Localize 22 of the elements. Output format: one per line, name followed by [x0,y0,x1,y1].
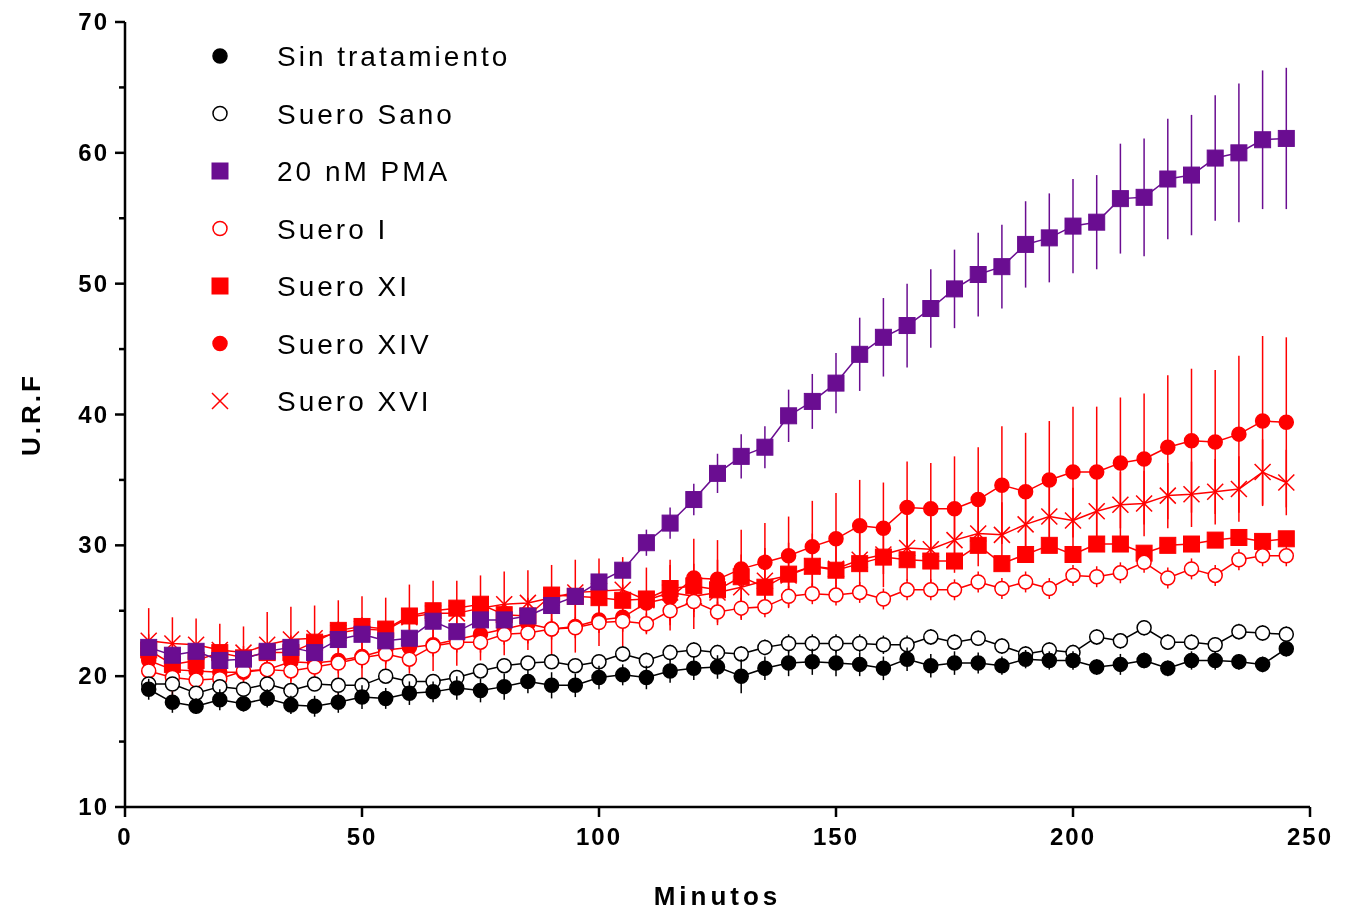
y-tick-label: 20 [78,662,109,690]
y-tick-label: 10 [78,793,109,820]
legend-label: Suero I [277,213,389,245]
legend-label: 20 nM PMA [277,156,451,187]
x-tick-label: 0 [117,823,133,850]
y-tick-label: 60 [78,138,109,166]
y-tick-label: 40 [78,400,109,428]
x-tick-label: 150 [812,823,860,850]
y-tick-label: 30 [78,531,109,559]
legend-label: Suero XI [277,271,410,302]
x-tick-label: 200 [1049,823,1097,850]
legend-label: Suero Sano [277,98,455,130]
y-tick-label: 70 [78,8,109,35]
x-tick-label: 250 [1286,823,1334,850]
y-tick-label: 50 [78,269,109,297]
y-axis-title: U.R.F [16,373,46,456]
x-tick-label: 100 [575,823,623,850]
x-tick-label: 50 [346,823,378,850]
legend-label: Suero XIV [277,328,432,360]
legend-label: Sin tratamiento [277,41,511,72]
x-axis-title: Minutos [653,881,782,911]
legend-label: Suero XVI [277,386,432,417]
